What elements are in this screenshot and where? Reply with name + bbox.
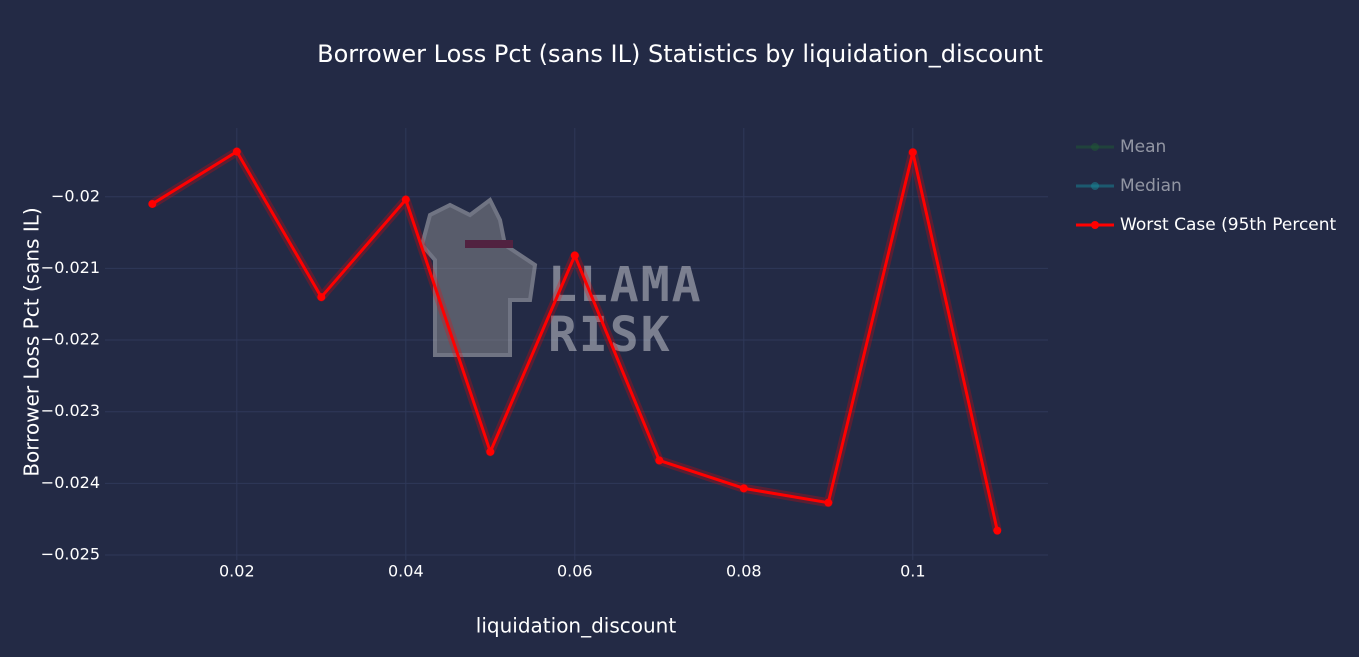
- point: [232, 147, 241, 156]
- point: [655, 456, 664, 465]
- point: [148, 199, 157, 208]
- point: [993, 526, 1002, 535]
- x-tick-label: 0.04: [388, 562, 424, 581]
- x-tick-label: 0.02: [219, 562, 255, 581]
- point: [401, 195, 410, 204]
- y-axis-title: Borrower Loss Pct (sans IL): [20, 207, 44, 476]
- x-tick-label: 0.06: [557, 562, 593, 581]
- plot-area: [148, 147, 1002, 535]
- y-tick-label: −0.022: [41, 330, 100, 349]
- y-tick-label: −0.025: [41, 544, 100, 563]
- x-tick-label: 0.08: [726, 562, 762, 581]
- point: [570, 251, 579, 260]
- watermark-logo: [419, 196, 538, 357]
- point: [486, 447, 495, 456]
- y-tick-label: −0.02: [51, 186, 100, 205]
- grid: −0.02 −0.021 −0.022 −0.023 −0.024 −0.025 0.02 0…: [41, 128, 1048, 581]
- x-axis-title: liquidation_discount: [476, 614, 677, 638]
- chart-title: Borrower Loss Pct (sans IL) Statistics b…: [317, 40, 1043, 68]
- legend-marker: [1091, 143, 1099, 151]
- point: [739, 484, 748, 493]
- y-tick-label: −0.024: [41, 473, 100, 492]
- legend: Mean Median Worst Case (95th Percent: [1076, 137, 1337, 235]
- point: [908, 148, 917, 157]
- y-tick-label: −0.023: [41, 401, 100, 420]
- point: [317, 293, 326, 302]
- watermark-text: LLAMA: [548, 257, 703, 313]
- legend-label: Mean: [1120, 137, 1166, 157]
- y-tick-label: −0.021: [41, 258, 100, 277]
- legend-marker: [1091, 182, 1099, 190]
- x-tick-label: 0.1: [900, 562, 925, 581]
- point: [824, 498, 833, 507]
- legend-marker: [1091, 221, 1099, 229]
- legend-label: Median: [1120, 176, 1182, 196]
- legend-label: Worst Case (95th Percent: [1120, 215, 1337, 235]
